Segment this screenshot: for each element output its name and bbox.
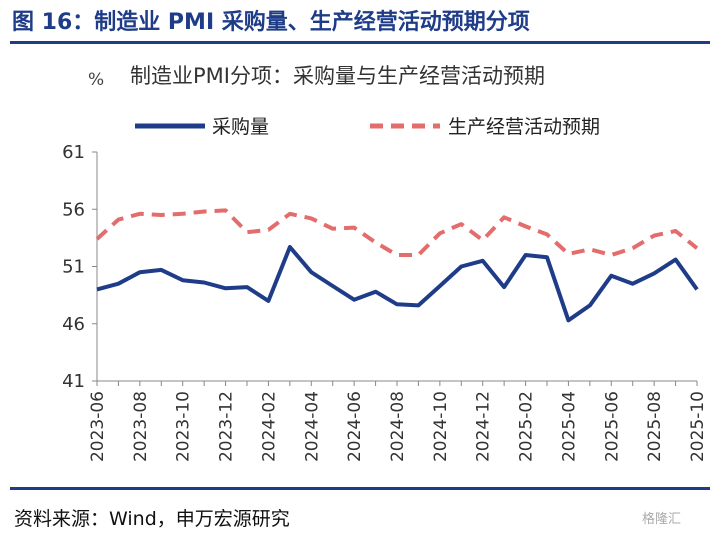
legend-label: 采购量	[212, 116, 269, 138]
chart-title: 制造业PMI分项：采购量与生产经营活动预期	[130, 64, 545, 88]
y-tick-label: 61	[62, 142, 85, 163]
y-tick-label: 51	[62, 257, 85, 278]
x-tick-label: 2024-04	[302, 391, 322, 462]
top-divider	[10, 41, 710, 44]
figure-title: 图 16：制造业 PMI 采购量、生产经营活动预期分项	[12, 10, 530, 35]
x-tick-label: 2024-12	[474, 391, 494, 462]
source-note: 资料来源：Wind，申万宏源研究	[14, 508, 290, 530]
x-tick-label: 2023-12	[217, 391, 237, 462]
x-tick-label: 2025-06	[602, 391, 622, 462]
bottom-divider	[10, 487, 710, 490]
x-tick-label: 2024-06	[345, 391, 365, 462]
y-unit-label: %	[88, 70, 105, 90]
y-tick-label: 41	[62, 371, 85, 392]
legend-label: 生产经营活动预期	[448, 116, 600, 138]
series-line-business-expectation	[95, 208, 699, 257]
x-tick-label: 2024-02	[259, 391, 279, 462]
series-line-purchase-volume	[96, 245, 699, 323]
x-tick-label: 2024-08	[388, 391, 408, 462]
x-tick-label: 2024-10	[431, 391, 451, 462]
x-tick-label: 2025-04	[559, 391, 579, 462]
y-tick-label: 46	[62, 314, 85, 335]
x-tick-label: 2023-08	[131, 391, 151, 462]
x-tick-label: 2023-06	[88, 391, 108, 462]
x-tick-label: 2025-02	[517, 391, 537, 462]
x-tick-label: 2025-10	[688, 391, 708, 462]
watermark-logo: 格隆汇	[642, 512, 682, 527]
x-tick-label: 2023-10	[174, 391, 194, 462]
y-tick-label: 56	[62, 199, 85, 220]
x-tick-label: 2025-08	[645, 391, 665, 462]
